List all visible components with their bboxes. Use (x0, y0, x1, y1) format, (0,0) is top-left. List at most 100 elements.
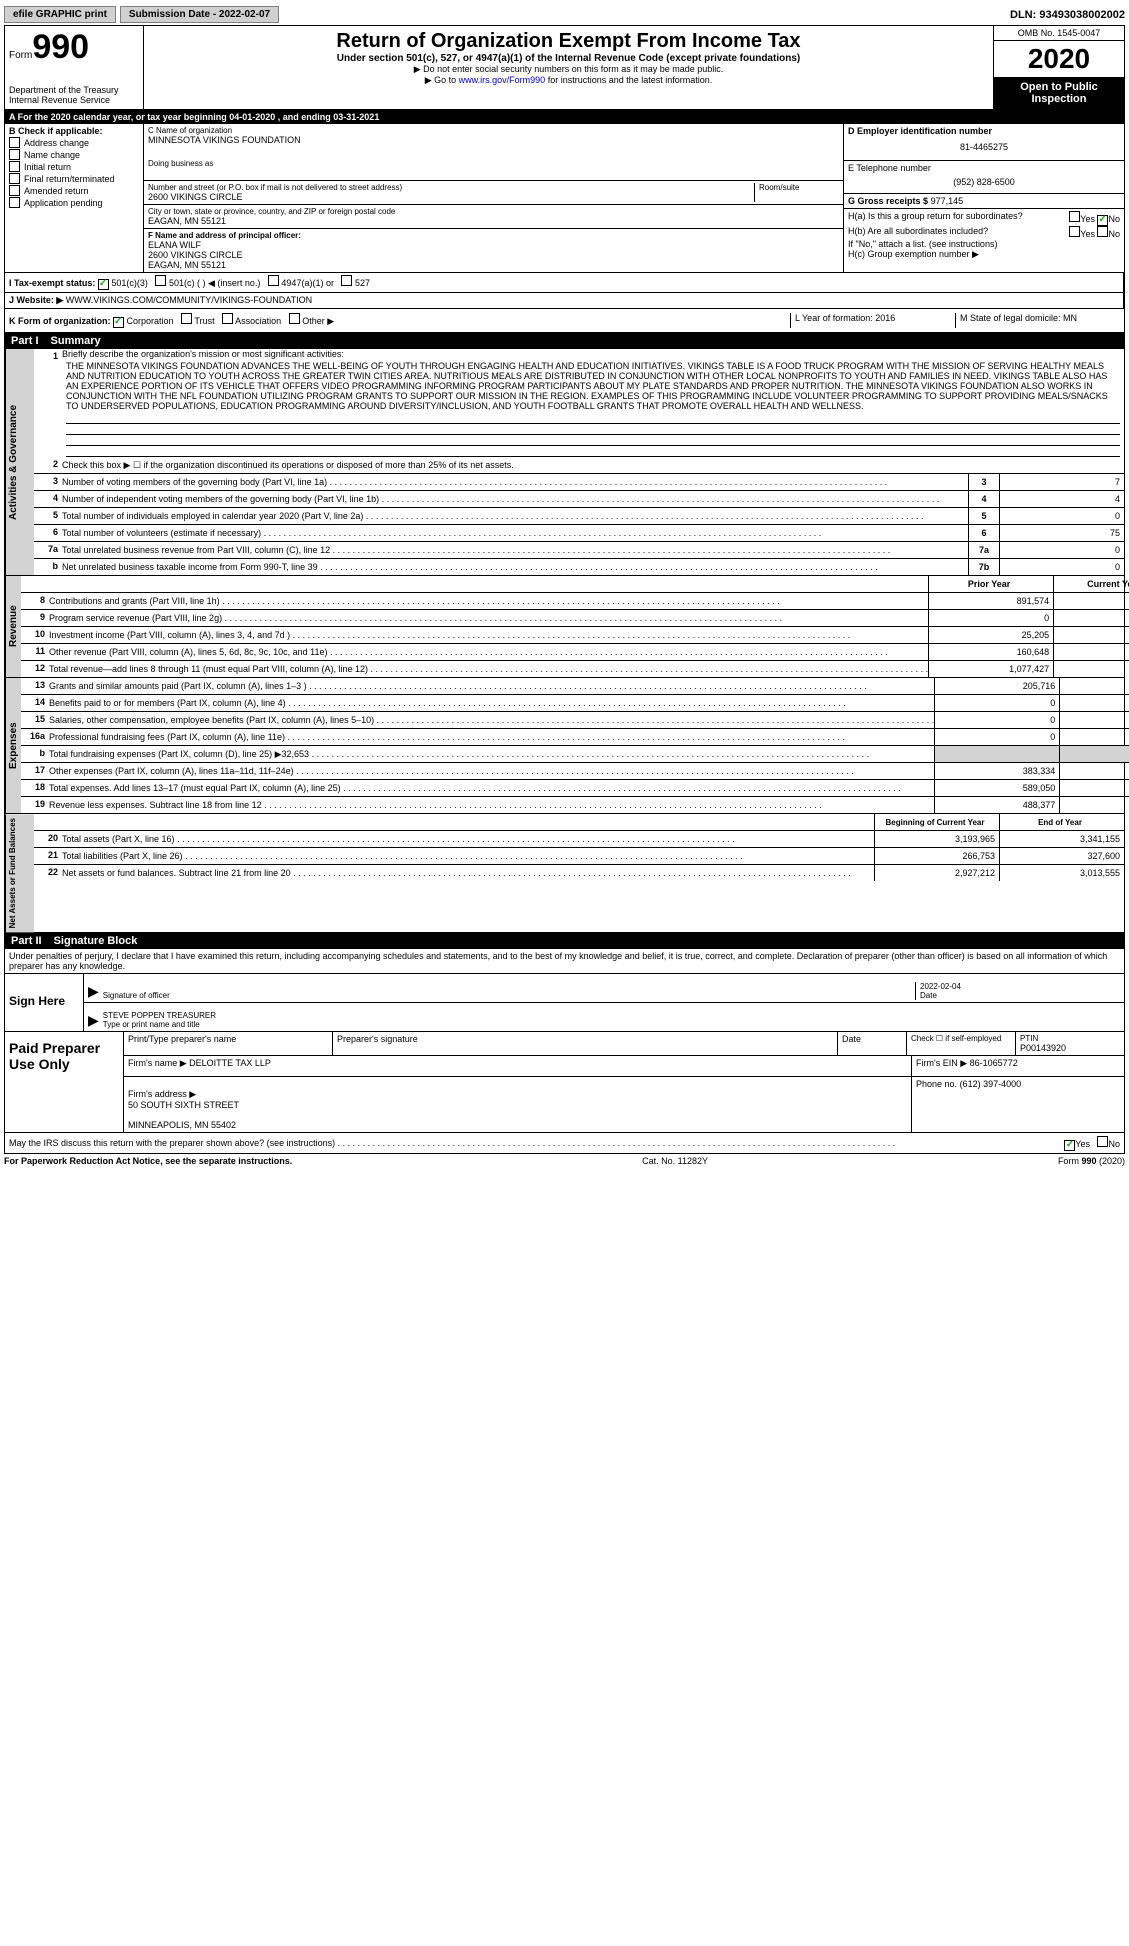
vtab-netassets: Net Assets or Fund Balances (5, 814, 34, 932)
ha-label: H(a) Is this a group return for subordin… (848, 211, 1023, 226)
efile-button[interactable]: efile GRAPHIC print (4, 6, 116, 23)
perjury-statement: Under penalties of perjury, I declare th… (5, 949, 1124, 973)
current-value: 327,600 (999, 848, 1124, 864)
ha-yes-checkbox[interactable] (1069, 211, 1080, 222)
opt-501c3: 501(c)(3) (111, 278, 148, 288)
city-state-zip: EAGAN, MN 55121 (148, 216, 839, 226)
opt-527: 527 (355, 278, 370, 288)
colb-checkbox[interactable] (9, 161, 20, 172)
i-4947-checkbox[interactable] (268, 275, 279, 286)
financial-line: bTotal fundraising expenses (Part IX, co… (21, 746, 1129, 763)
line-desc: Total assets (Part X, line 16) (62, 832, 874, 846)
colb-checkbox[interactable] (9, 137, 20, 148)
ptin-label: PTIN (1020, 1034, 1120, 1043)
k-other-checkbox[interactable] (289, 313, 300, 324)
omb-number: OMB No. 1545-0047 (994, 26, 1124, 41)
line-num: 11 (21, 644, 49, 656)
revenue-section: Revenue Prior Year Current Year 8Contrib… (5, 576, 1124, 678)
colb-checkbox[interactable] (9, 197, 20, 208)
colb-item-label: Final return/terminated (24, 174, 115, 184)
colb-item-label: Name change (24, 150, 80, 160)
prior-value: 25,205 (928, 627, 1053, 643)
part2-sub: Signature Block (54, 935, 138, 947)
form-header: Form990 Department of the Treasury Inter… (5, 26, 1124, 110)
line-num: 9 (21, 610, 49, 622)
tax-year: 2020 (994, 41, 1124, 77)
opt-4947: 4947(a)(1) or (281, 278, 334, 288)
footer-mid: Cat. No. 11282Y (642, 1156, 708, 1166)
line-num: 18 (21, 780, 49, 792)
line-num: b (34, 559, 62, 571)
line-desc: Benefits paid to or for members (Part IX… (49, 696, 934, 710)
colb-item-label: Address change (24, 138, 89, 148)
firm-name: DELOITTE TAX LLP (189, 1058, 271, 1068)
i-501c3-checkbox[interactable] (98, 279, 109, 290)
line-desc: Total number of individuals employed in … (62, 509, 968, 523)
line-num: 20 (34, 831, 62, 843)
hb-yes-checkbox[interactable] (1069, 226, 1080, 237)
no-label: No (1108, 1139, 1120, 1149)
f-officer-label: F Name and address of principal officer: (148, 231, 839, 240)
prior-value: 205,716 (934, 678, 1059, 694)
begin-year-header: Beginning of Current Year (874, 814, 999, 830)
financial-line: 18Total expenses. Add lines 13–17 (must … (21, 780, 1129, 797)
line-desc: Total number of volunteers (estimate if … (62, 526, 968, 540)
line-desc: Professional fundraising fees (Part IX, … (49, 730, 934, 744)
line-num: 19 (21, 797, 49, 809)
line-value: 4 (999, 491, 1124, 507)
k-trust-checkbox[interactable] (181, 313, 192, 324)
colb-checkbox[interactable] (9, 185, 20, 196)
yes-label: Yes (1080, 214, 1095, 224)
colb-checkbox[interactable] (9, 149, 20, 160)
submission-date-button[interactable]: Submission Date - 2022-02-07 (120, 6, 279, 23)
financial-line: 16aProfessional fundraising fees (Part I… (21, 729, 1129, 746)
line-desc: Salaries, other compensation, employee b… (49, 713, 934, 727)
i-label: I Tax-exempt status: (9, 278, 95, 288)
phone-value: (952) 828-6500 (848, 173, 1120, 191)
line-desc: Other revenue (Part VIII, column (A), li… (49, 645, 928, 659)
k-assoc-checkbox[interactable] (222, 313, 233, 324)
line-num: 3 (34, 474, 62, 486)
line-desc: Grants and similar amounts paid (Part IX… (49, 679, 934, 693)
firm-addr: 50 SOUTH SIXTH STREET MINNEAPOLIS, MN 55… (128, 1100, 239, 1130)
opt-501c: 501(c) ( ) ◀ (insert no.) (169, 278, 260, 288)
prior-value: 589,050 (934, 780, 1059, 796)
summary-line: 4Number of independent voting members of… (34, 491, 1124, 508)
line-num: 7a (34, 542, 62, 554)
prior-value: 383,334 (934, 763, 1059, 779)
prep-selfemp-header: Check ☐ if self-employed (907, 1032, 1016, 1055)
form-subtitle: Under section 501(c), 527, or 4947(a)(1)… (148, 53, 989, 64)
row-a-period: A For the 2020 calendar year, or tax yea… (5, 110, 1124, 124)
current-value: 333,723 (1059, 763, 1129, 779)
summary-line: 5Total number of individuals employed in… (34, 508, 1124, 525)
form-note1: ▶ Do not enter social security numbers o… (148, 64, 989, 75)
discuss-no-checkbox[interactable] (1097, 1136, 1108, 1147)
colb-checkbox[interactable] (9, 173, 20, 184)
opt-corp: Corporation (127, 316, 174, 326)
gross-receipts: 977,145 (931, 196, 964, 206)
org-name: MINNESOTA VIKINGS FOUNDATION (148, 135, 839, 145)
current-value: 3,341,155 (999, 831, 1124, 847)
j-label: J Website: ▶ (9, 295, 63, 305)
part1-header: Part I Summary (5, 333, 1124, 349)
financial-line: 13Grants and similar amounts paid (Part … (21, 678, 1129, 695)
i-501c-checkbox[interactable] (155, 275, 166, 286)
line-desc: Program service revenue (Part VIII, line… (49, 611, 928, 625)
k-corp-checkbox[interactable] (113, 317, 124, 328)
hb-no-checkbox[interactable] (1097, 226, 1108, 237)
current-value: 0 (1053, 610, 1129, 626)
discuss-yes-checkbox[interactable] (1064, 1140, 1075, 1151)
no-label: No (1108, 229, 1120, 239)
prep-name-header: Print/Type preparer's name (124, 1032, 333, 1055)
addr-label: Number and street (or P.O. box if mail i… (148, 183, 754, 192)
form-prefix: Form (9, 50, 32, 61)
discuss-question: May the IRS discuss this return with the… (9, 1136, 1000, 1150)
ha-no-checkbox[interactable] (1097, 215, 1108, 226)
no-label: No (1108, 214, 1120, 224)
i-527-checkbox[interactable] (341, 275, 352, 286)
current-value: 945,415 (1053, 661, 1129, 677)
current-value: 902,399 (1053, 593, 1129, 609)
irs-link[interactable]: www.irs.gov/Form990 (459, 75, 546, 85)
summary-line: 7aTotal unrelated business revenue from … (34, 542, 1124, 559)
row-k: K Form of organization: Corporation Trus… (5, 309, 1124, 333)
